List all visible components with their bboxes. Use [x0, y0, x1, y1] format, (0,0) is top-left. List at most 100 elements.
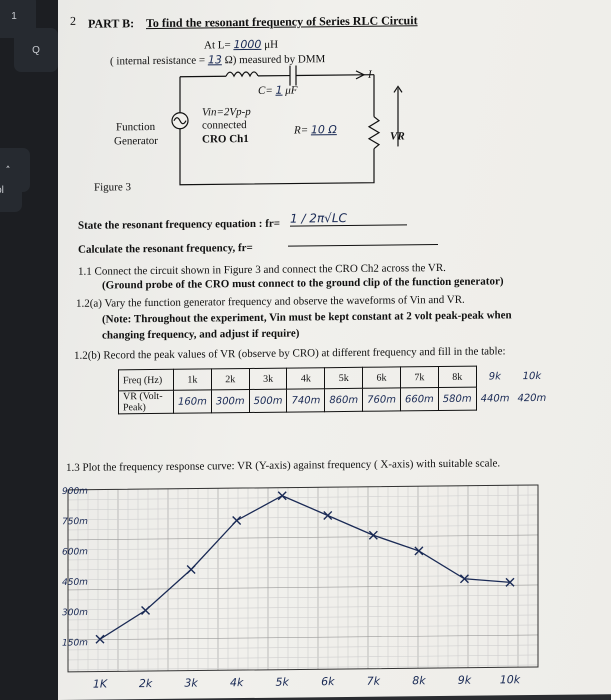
x-tick-label: 10k — [500, 673, 521, 686]
vin-connected-label: connected — [202, 119, 247, 132]
table-row: VR (Volt-Peak) 160m 300m 500m 740m 860m … — [118, 386, 551, 414]
frequency-response-chart: 1K 2k 3k 4k 5k 6k 7k 8k 9k 10k 150m 300m 450m 600m 75… — [62, 484, 539, 691]
current-label: I — [368, 68, 372, 81]
grid-line — [68, 654, 538, 661]
table-cell: 4k — [286, 367, 325, 390]
generator-label: Generator — [114, 134, 158, 148]
step-1-3: 1.3 Plot the frequency response curve: V… — [66, 457, 501, 474]
data-point — [141, 605, 151, 615]
x-tick-label: 6k — [321, 675, 335, 688]
table-row-header: Freq (Hz) — [118, 369, 174, 391]
data-point — [186, 564, 196, 575]
step-1-2a-note2: changing frequency, and adjust if requir… — [102, 327, 300, 342]
table-cell-extra: 440m — [480, 392, 510, 405]
capacitance-value: 1 — [275, 83, 283, 97]
resistor-symbol — [367, 116, 381, 150]
resonant-calc-prompt: Calculate the resonant frequency, fr= — [78, 241, 253, 256]
step-1-2b: 1.2(b) Record the peak values of VR (obs… — [74, 345, 506, 362]
grid-line — [68, 614, 538, 621]
capacitance-line: C= 1 μF — [258, 83, 298, 97]
y-tick-label: 900m — [62, 487, 88, 497]
wire — [179, 76, 375, 186]
vin-label: Vin=2Vp-p — [202, 105, 251, 119]
current-arrow — [355, 70, 366, 80]
step-1-1: 1.1 Connect the circuit shown in Figure … — [78, 261, 446, 278]
resonant-equation-prompt: State the resonant frequency equation : … — [78, 217, 281, 232]
grid-line — [68, 514, 538, 521]
x-tick-label: 4k — [230, 676, 244, 689]
table-cell: 760m — [362, 387, 401, 412]
y-tick-label: 600m — [62, 547, 88, 557]
grid-line — [68, 534, 538, 541]
data-point — [459, 574, 469, 584]
wire — [296, 74, 374, 77]
chart-y-ticks: 150m 300m 450m 600m 750m 900m — [62, 487, 88, 649]
y-tick-label: 450m — [62, 578, 88, 588]
grid-line — [68, 554, 538, 561]
y-tick-label: 150m — [62, 638, 88, 648]
data-point — [323, 510, 333, 521]
grid-line — [68, 644, 538, 651]
grid-line — [68, 624, 538, 631]
chart-x-ticks: 1K 2k 3k 4k 5k 6k 7k 8k 9k 10k — [93, 673, 521, 690]
grid-line — [68, 564, 538, 571]
cro-label: CRO Ch1 — [202, 133, 249, 146]
keyboard-key: Q — [14, 28, 58, 72]
data-point — [232, 515, 242, 526]
series-line — [99, 495, 511, 640]
grid-line — [68, 634, 538, 641]
table-cell: 300m — [211, 389, 250, 413]
table-row-header: VR (Volt-Peak) — [118, 390, 174, 414]
x-tick-label: 9k — [458, 674, 472, 687]
table-cell: 580m — [438, 387, 477, 411]
table-cell-extra: 10k — [522, 370, 542, 382]
x-tick-label: 3k — [184, 677, 198, 690]
x-tick-label: 5k — [276, 676, 290, 689]
x-tick-label: 8k — [412, 674, 426, 687]
circuit-diagram — [171, 65, 403, 186]
grid-line — [68, 584, 538, 591]
step-1-2a-note: (Note: Throughout the experiment, Vin mu… — [102, 309, 512, 326]
data-point — [277, 491, 287, 501]
y-tick-label: 750m — [62, 517, 88, 527]
y-tick-label: 300m — [62, 608, 88, 618]
table-cell: 2k — [211, 368, 250, 390]
chart-axes — [67, 484, 539, 673]
table-cell: 160m — [173, 389, 212, 414]
grid-line — [68, 544, 538, 551]
resistance-line: R= 10 Ω — [294, 123, 337, 137]
table-cell: 5k — [324, 367, 363, 389]
grid-line — [68, 664, 538, 671]
frequency-table: Freq (Hz) 1k 2k 3k 4k 5k 6k 7k 8k 9k 10k… — [118, 365, 551, 415]
grid-line — [68, 594, 538, 601]
table-cell: 500m — [249, 389, 287, 413]
step-1-1-note: (Ground probe of the CRO must connect to… — [102, 275, 504, 292]
chart-series-line — [99, 495, 511, 640]
table-cell: 8k — [438, 366, 477, 388]
table-cell: 7k — [400, 366, 439, 388]
data-point — [368, 530, 378, 540]
keyboard-key: ol — [0, 168, 22, 212]
step-1-2a: 1.2(a) Vary the function generator frequ… — [76, 293, 465, 310]
table-cell-extra: 9k — [488, 370, 501, 382]
figure-caption: Figure 3 — [94, 181, 131, 194]
table-cell: 860m — [324, 388, 363, 412]
resonant-equation-answer: 1 / 2π√LC — [290, 210, 407, 227]
worksheet: 2 PART B: To find the resonant frequency… — [58, 0, 611, 700]
resonant-calc-blank — [288, 244, 438, 247]
chart-points — [95, 491, 515, 644]
chart-frame — [67, 484, 539, 673]
data-point — [414, 546, 424, 556]
table-cell: 1k — [173, 368, 212, 391]
x-tick-label: 7k — [367, 675, 381, 688]
x-tick-label: 1K — [93, 677, 108, 690]
grid-line — [68, 504, 538, 511]
table-cell: 740m — [286, 388, 325, 413]
function-label: Function — [116, 120, 156, 134]
table-cell: 660m — [400, 387, 439, 411]
data-point — [95, 634, 105, 644]
grid-line — [68, 524, 538, 531]
grid-line — [68, 494, 538, 501]
resistance-value: 10 Ω — [310, 123, 337, 137]
table-cell: 3k — [249, 368, 287, 390]
